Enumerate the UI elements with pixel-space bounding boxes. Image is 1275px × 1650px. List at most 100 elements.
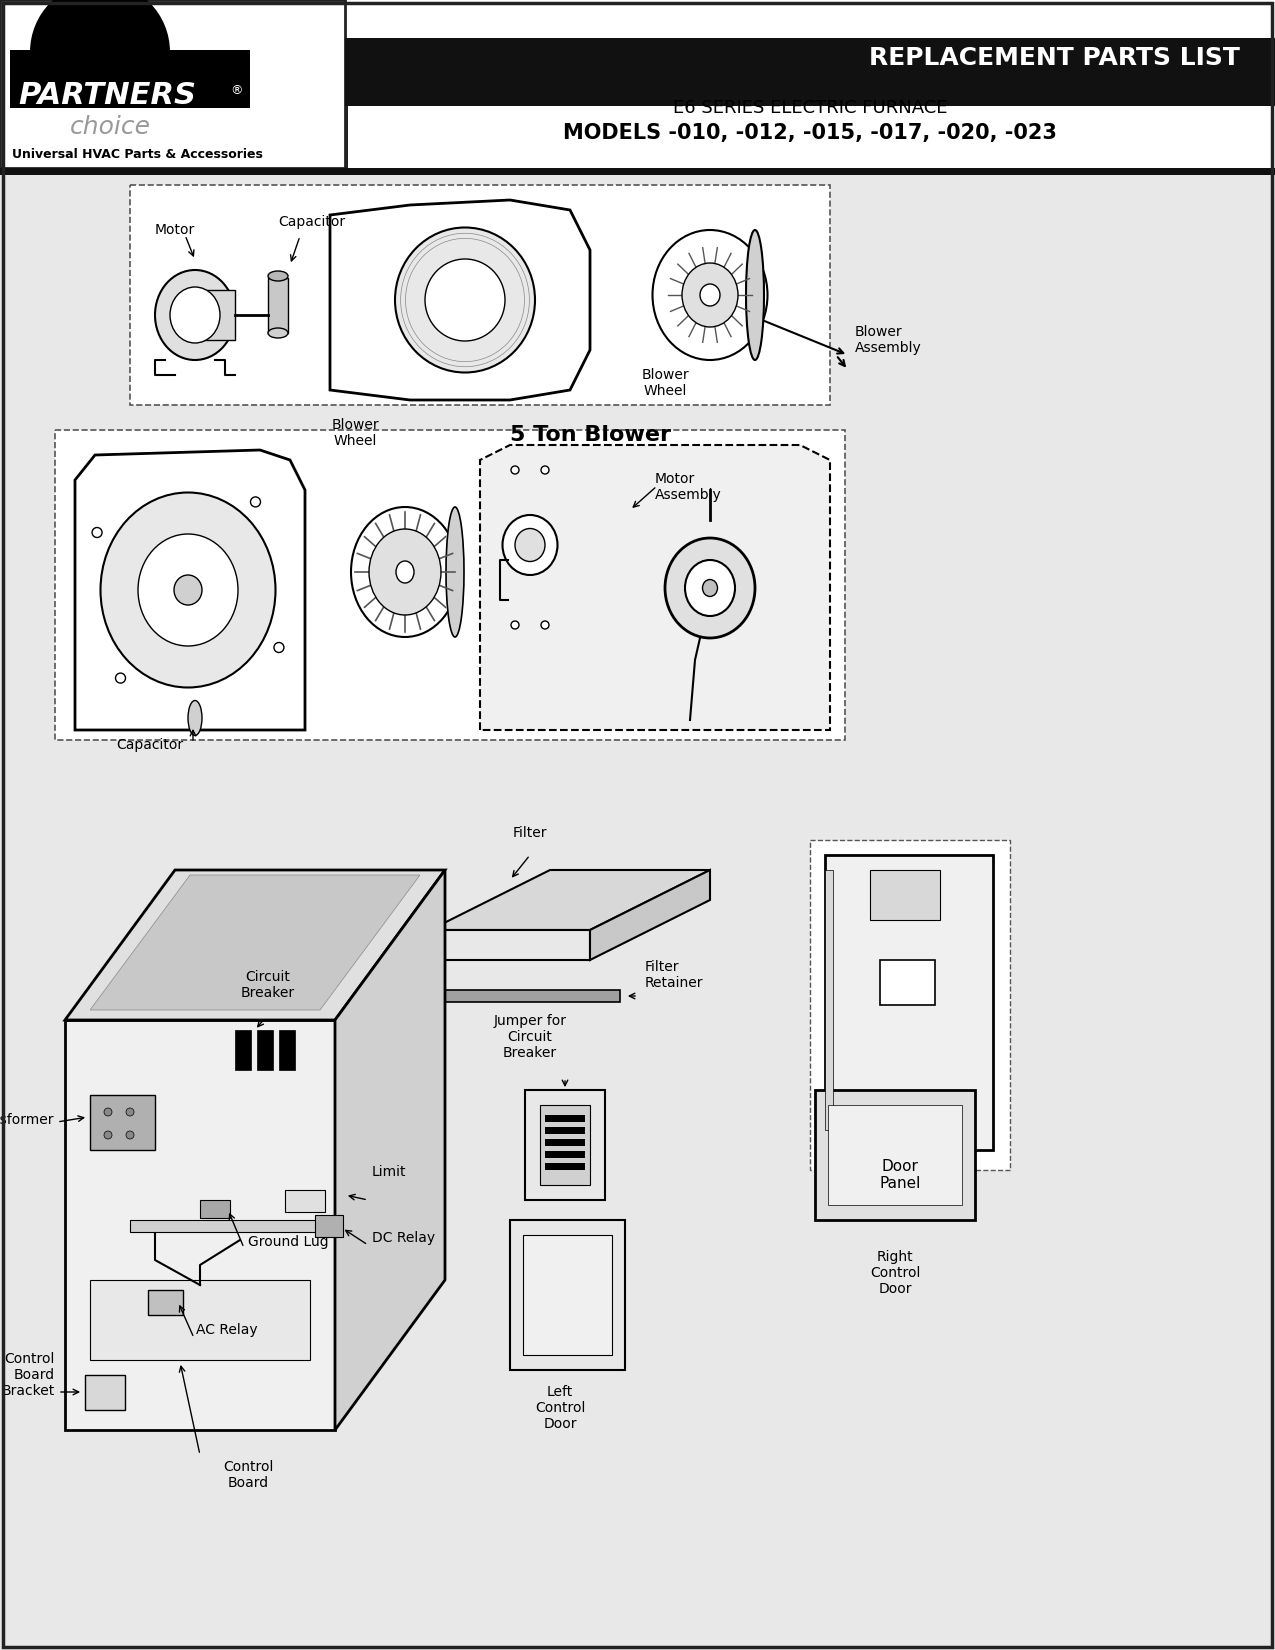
Bar <box>810 840 1010 1170</box>
Text: PARTNERS: PARTNERS <box>18 81 196 111</box>
Ellipse shape <box>368 530 441 615</box>
Ellipse shape <box>126 1109 134 1115</box>
Ellipse shape <box>92 528 102 538</box>
Ellipse shape <box>685 559 734 615</box>
Text: Capacitor: Capacitor <box>278 214 346 229</box>
Bar <box>0 0 346 168</box>
Bar <box>544 1115 585 1122</box>
Text: Control
Board: Control Board <box>223 1460 273 1490</box>
Bar <box>0 168 1275 175</box>
Text: Transformer: Transformer <box>0 1114 54 1127</box>
Text: Motor: Motor <box>156 223 195 238</box>
Ellipse shape <box>666 538 755 639</box>
Bar <box>0 0 1275 175</box>
Bar <box>825 855 993 1150</box>
Text: E6 SERIES ELECTRIC FURNACE: E6 SERIES ELECTRIC FURNACE <box>673 99 947 117</box>
Ellipse shape <box>187 701 201 736</box>
Ellipse shape <box>268 271 288 281</box>
Text: Jumper for
Circuit
Breaker: Jumper for Circuit Breaker <box>493 1013 566 1059</box>
Polygon shape <box>590 870 710 960</box>
Bar <box>200 1200 230 1218</box>
Bar <box>525 1091 606 1200</box>
Text: Blower
Wheel: Blower Wheel <box>332 417 379 449</box>
Bar <box>286 1190 325 1213</box>
Ellipse shape <box>397 561 414 582</box>
Bar <box>235 1030 251 1069</box>
Bar <box>148 1290 184 1315</box>
Bar <box>55 431 845 739</box>
Bar <box>10 50 250 107</box>
Ellipse shape <box>268 328 288 338</box>
Wedge shape <box>31 0 170 53</box>
Text: REPLACEMENT PARTS LIST: REPLACEMENT PARTS LIST <box>870 46 1241 69</box>
Bar <box>825 870 833 1130</box>
Text: Door
Panel: Door Panel <box>880 1158 921 1191</box>
Ellipse shape <box>101 492 275 688</box>
Ellipse shape <box>105 1130 112 1138</box>
Polygon shape <box>65 1020 335 1431</box>
Polygon shape <box>430 931 590 960</box>
Ellipse shape <box>541 465 550 474</box>
Ellipse shape <box>126 1130 134 1138</box>
Text: Universal HVAC Parts & Accessories: Universal HVAC Parts & Accessories <box>11 148 263 162</box>
Polygon shape <box>75 450 305 729</box>
Text: Ground Lug: Ground Lug <box>249 1234 329 1249</box>
Polygon shape <box>335 870 445 1431</box>
Ellipse shape <box>703 579 718 597</box>
Bar <box>815 1091 975 1219</box>
Text: Filter
Retainer: Filter Retainer <box>645 960 704 990</box>
Bar <box>544 1152 585 1158</box>
Ellipse shape <box>250 497 260 507</box>
Bar <box>279 1030 295 1069</box>
Text: 5 Ton Blower: 5 Ton Blower <box>510 426 671 446</box>
Bar <box>510 1219 625 1369</box>
Ellipse shape <box>653 229 768 360</box>
Bar <box>130 185 830 404</box>
Ellipse shape <box>746 229 764 360</box>
Ellipse shape <box>511 465 519 474</box>
Ellipse shape <box>541 620 550 629</box>
Bar <box>268 277 288 333</box>
Text: Circuit
Breaker: Circuit Breaker <box>241 970 295 1000</box>
Text: Left
Control
Door: Left Control Door <box>534 1384 585 1432</box>
Text: AC Relay: AC Relay <box>196 1323 258 1337</box>
Ellipse shape <box>105 1109 112 1115</box>
Bar <box>91 1280 310 1360</box>
Ellipse shape <box>138 535 238 647</box>
Bar <box>544 1163 585 1170</box>
Bar <box>544 1127 585 1134</box>
Ellipse shape <box>351 507 459 637</box>
Polygon shape <box>430 870 710 931</box>
Ellipse shape <box>515 528 544 561</box>
Bar <box>541 1106 590 1185</box>
Bar <box>195 290 235 340</box>
Text: Right
Control
Door: Right Control Door <box>870 1251 921 1297</box>
Bar <box>346 38 1275 106</box>
Ellipse shape <box>173 574 201 606</box>
Polygon shape <box>330 200 590 399</box>
Ellipse shape <box>502 515 557 574</box>
Bar <box>346 106 348 168</box>
Ellipse shape <box>446 507 464 637</box>
Bar <box>258 1030 273 1069</box>
Bar <box>130 1219 320 1233</box>
Bar <box>827 1106 963 1204</box>
Bar <box>430 990 620 1002</box>
Bar <box>523 1234 612 1355</box>
Ellipse shape <box>116 673 125 683</box>
Ellipse shape <box>700 284 720 305</box>
Text: Motor
Assembly: Motor Assembly <box>655 472 722 502</box>
Polygon shape <box>65 870 445 1020</box>
Text: Blower
Wheel: Blower Wheel <box>641 368 689 398</box>
Ellipse shape <box>274 642 284 652</box>
Text: choice: choice <box>70 116 150 139</box>
Ellipse shape <box>170 287 221 343</box>
Ellipse shape <box>682 262 738 327</box>
Ellipse shape <box>395 228 536 373</box>
Text: Blower
Assembly: Blower Assembly <box>856 325 922 355</box>
Text: Limit: Limit <box>372 1165 407 1180</box>
Bar <box>85 1374 125 1411</box>
Ellipse shape <box>511 620 519 629</box>
Polygon shape <box>479 446 830 729</box>
Bar <box>870 870 940 921</box>
